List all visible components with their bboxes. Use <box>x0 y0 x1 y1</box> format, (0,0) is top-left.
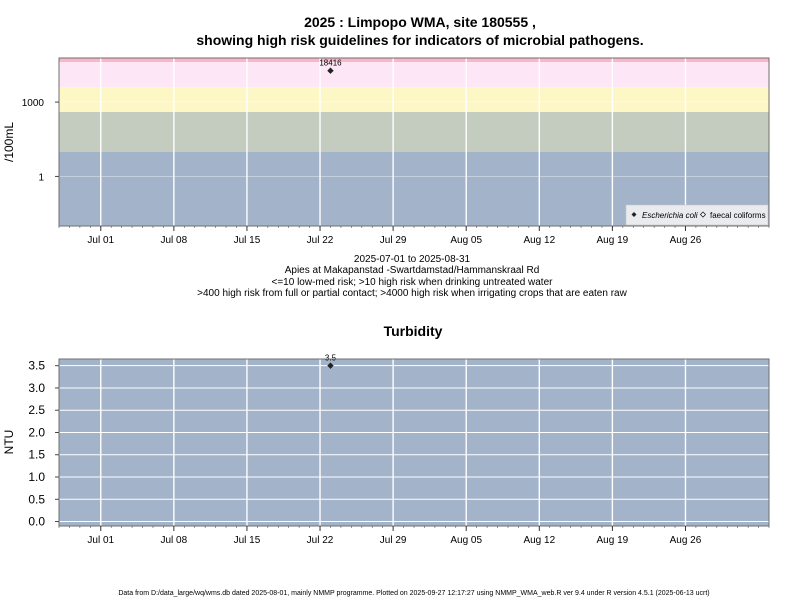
chart1-ytick-label-1: 1000 <box>22 98 45 109</box>
chart2-plot-background <box>59 359 769 526</box>
chart1-y-axis: 1 1000 <box>22 98 59 183</box>
caption-risk-drinking: <=10 low-med risk; >10 high risk when dr… <box>272 277 554 288</box>
chart2-x-axis: Jul 01 Jul 08 Jul 15 Jul 22 Jul 29 Aug 05 Aug … <box>58 526 770 546</box>
chart1-xtick-label-0: Jul 01 <box>87 235 114 246</box>
chart1-xtick-label-7: Aug 19 <box>597 235 629 246</box>
legend-box <box>625 204 769 226</box>
chart2-ytick-label-0: 0.0 <box>28 515 45 529</box>
chart2-ytick-label-3: 1.5 <box>28 448 45 462</box>
risk-band-1 <box>59 111 769 152</box>
caption-site-name: Apies at Makapanstad -Swartdamstad/Hamma… <box>285 265 540 276</box>
chart2-title: Turbidity <box>384 323 443 339</box>
footer-note: Data from D:/data_large/wq/wms.db dated … <box>118 590 709 597</box>
turbidity-point-label-0: 3.5 <box>325 354 337 363</box>
chart2-xtick-label-0: Jul 01 <box>87 535 114 546</box>
chart1-legend: Escherichia coli faecal coliforms <box>625 204 769 226</box>
chart1-x-axis: Jul 01 Jul 08 Jul 15 Jul 22 Jul 29 Aug 05 Aug … <box>58 226 770 246</box>
chart2-xtick-label-4: Jul 29 <box>380 535 407 546</box>
chart2-ytick-label-2: 1.0 <box>28 470 45 484</box>
chart1-xtick-label-5: Aug 05 <box>450 235 482 246</box>
chart1-xtick-label-6: Aug 12 <box>523 235 555 246</box>
chart2-xtick-label-5: Aug 05 <box>450 535 482 546</box>
chart1-xtick-label-3: Jul 22 <box>307 235 334 246</box>
chart2-xtick-label-6: Aug 12 <box>523 535 555 546</box>
chart2-grid <box>59 359 769 526</box>
chart1-xtick-label-8: Aug 26 <box>670 235 702 246</box>
risk-band-3 <box>59 58 769 88</box>
chart1-xtick-label-4: Jul 29 <box>380 235 407 246</box>
ecoli-point-0 <box>327 67 334 74</box>
chart1-ytick-label-0: 1 <box>38 172 44 183</box>
chart1-xtick-label-2: Jul 15 <box>234 235 261 246</box>
chart2-points: 3.5 <box>325 354 337 369</box>
caption-risk-contact: >400 high risk from full or partial cont… <box>197 288 627 299</box>
chart1-risk-bands <box>59 58 769 226</box>
chart2-ytick-label-6: 3.0 <box>28 381 45 395</box>
legend-ecoli-label: Escherichia coli <box>642 211 698 220</box>
turbidity-point-0 <box>327 362 334 369</box>
chart2-ytick-label-5: 2.5 <box>28 403 45 417</box>
chart2-xtick-label-3: Jul 22 <box>307 535 334 546</box>
chart2-xtick-label-7: Aug 19 <box>597 535 629 546</box>
legend-faecal-marker <box>699 211 707 218</box>
legend-ecoli-marker <box>631 212 637 217</box>
legend-faecal-label: faecal coliforms <box>710 211 766 220</box>
chart2-ytick-label-1: 0.5 <box>28 492 45 506</box>
chart1-title-line2: showing high risk guidelines for indicat… <box>196 32 643 48</box>
chart2-ytick-label-7: 3.5 <box>28 359 45 373</box>
chart2-y-label: NTU <box>2 430 16 455</box>
chart2-xtick-label-8: Aug 26 <box>670 535 702 546</box>
chart1-y-label: /100mL <box>2 122 16 162</box>
chart2-y-axis: 0.0 0.5 1.0 1.5 2.0 2.5 3.0 3.5 <box>28 359 59 529</box>
caption-date-range: 2025-07-01 to 2025-08-31 <box>354 254 471 265</box>
chart1-grid <box>59 58 769 226</box>
chart1-xtick-label-1: Jul 08 <box>161 235 188 246</box>
chart1-points: 18416 <box>319 59 342 74</box>
risk-band-top-stripe <box>59 58 769 62</box>
chart2-ytick-label-4: 2.0 <box>28 425 45 439</box>
risk-band-2 <box>59 87 769 112</box>
chart2-xtick-label-1: Jul 08 <box>161 535 188 546</box>
chart2-xtick-label-2: Jul 15 <box>234 535 261 546</box>
chart1-title-line1: 2025 : Limpopo WMA, site 180555 , <box>304 14 536 30</box>
ecoli-point-label-0: 18416 <box>319 59 342 68</box>
